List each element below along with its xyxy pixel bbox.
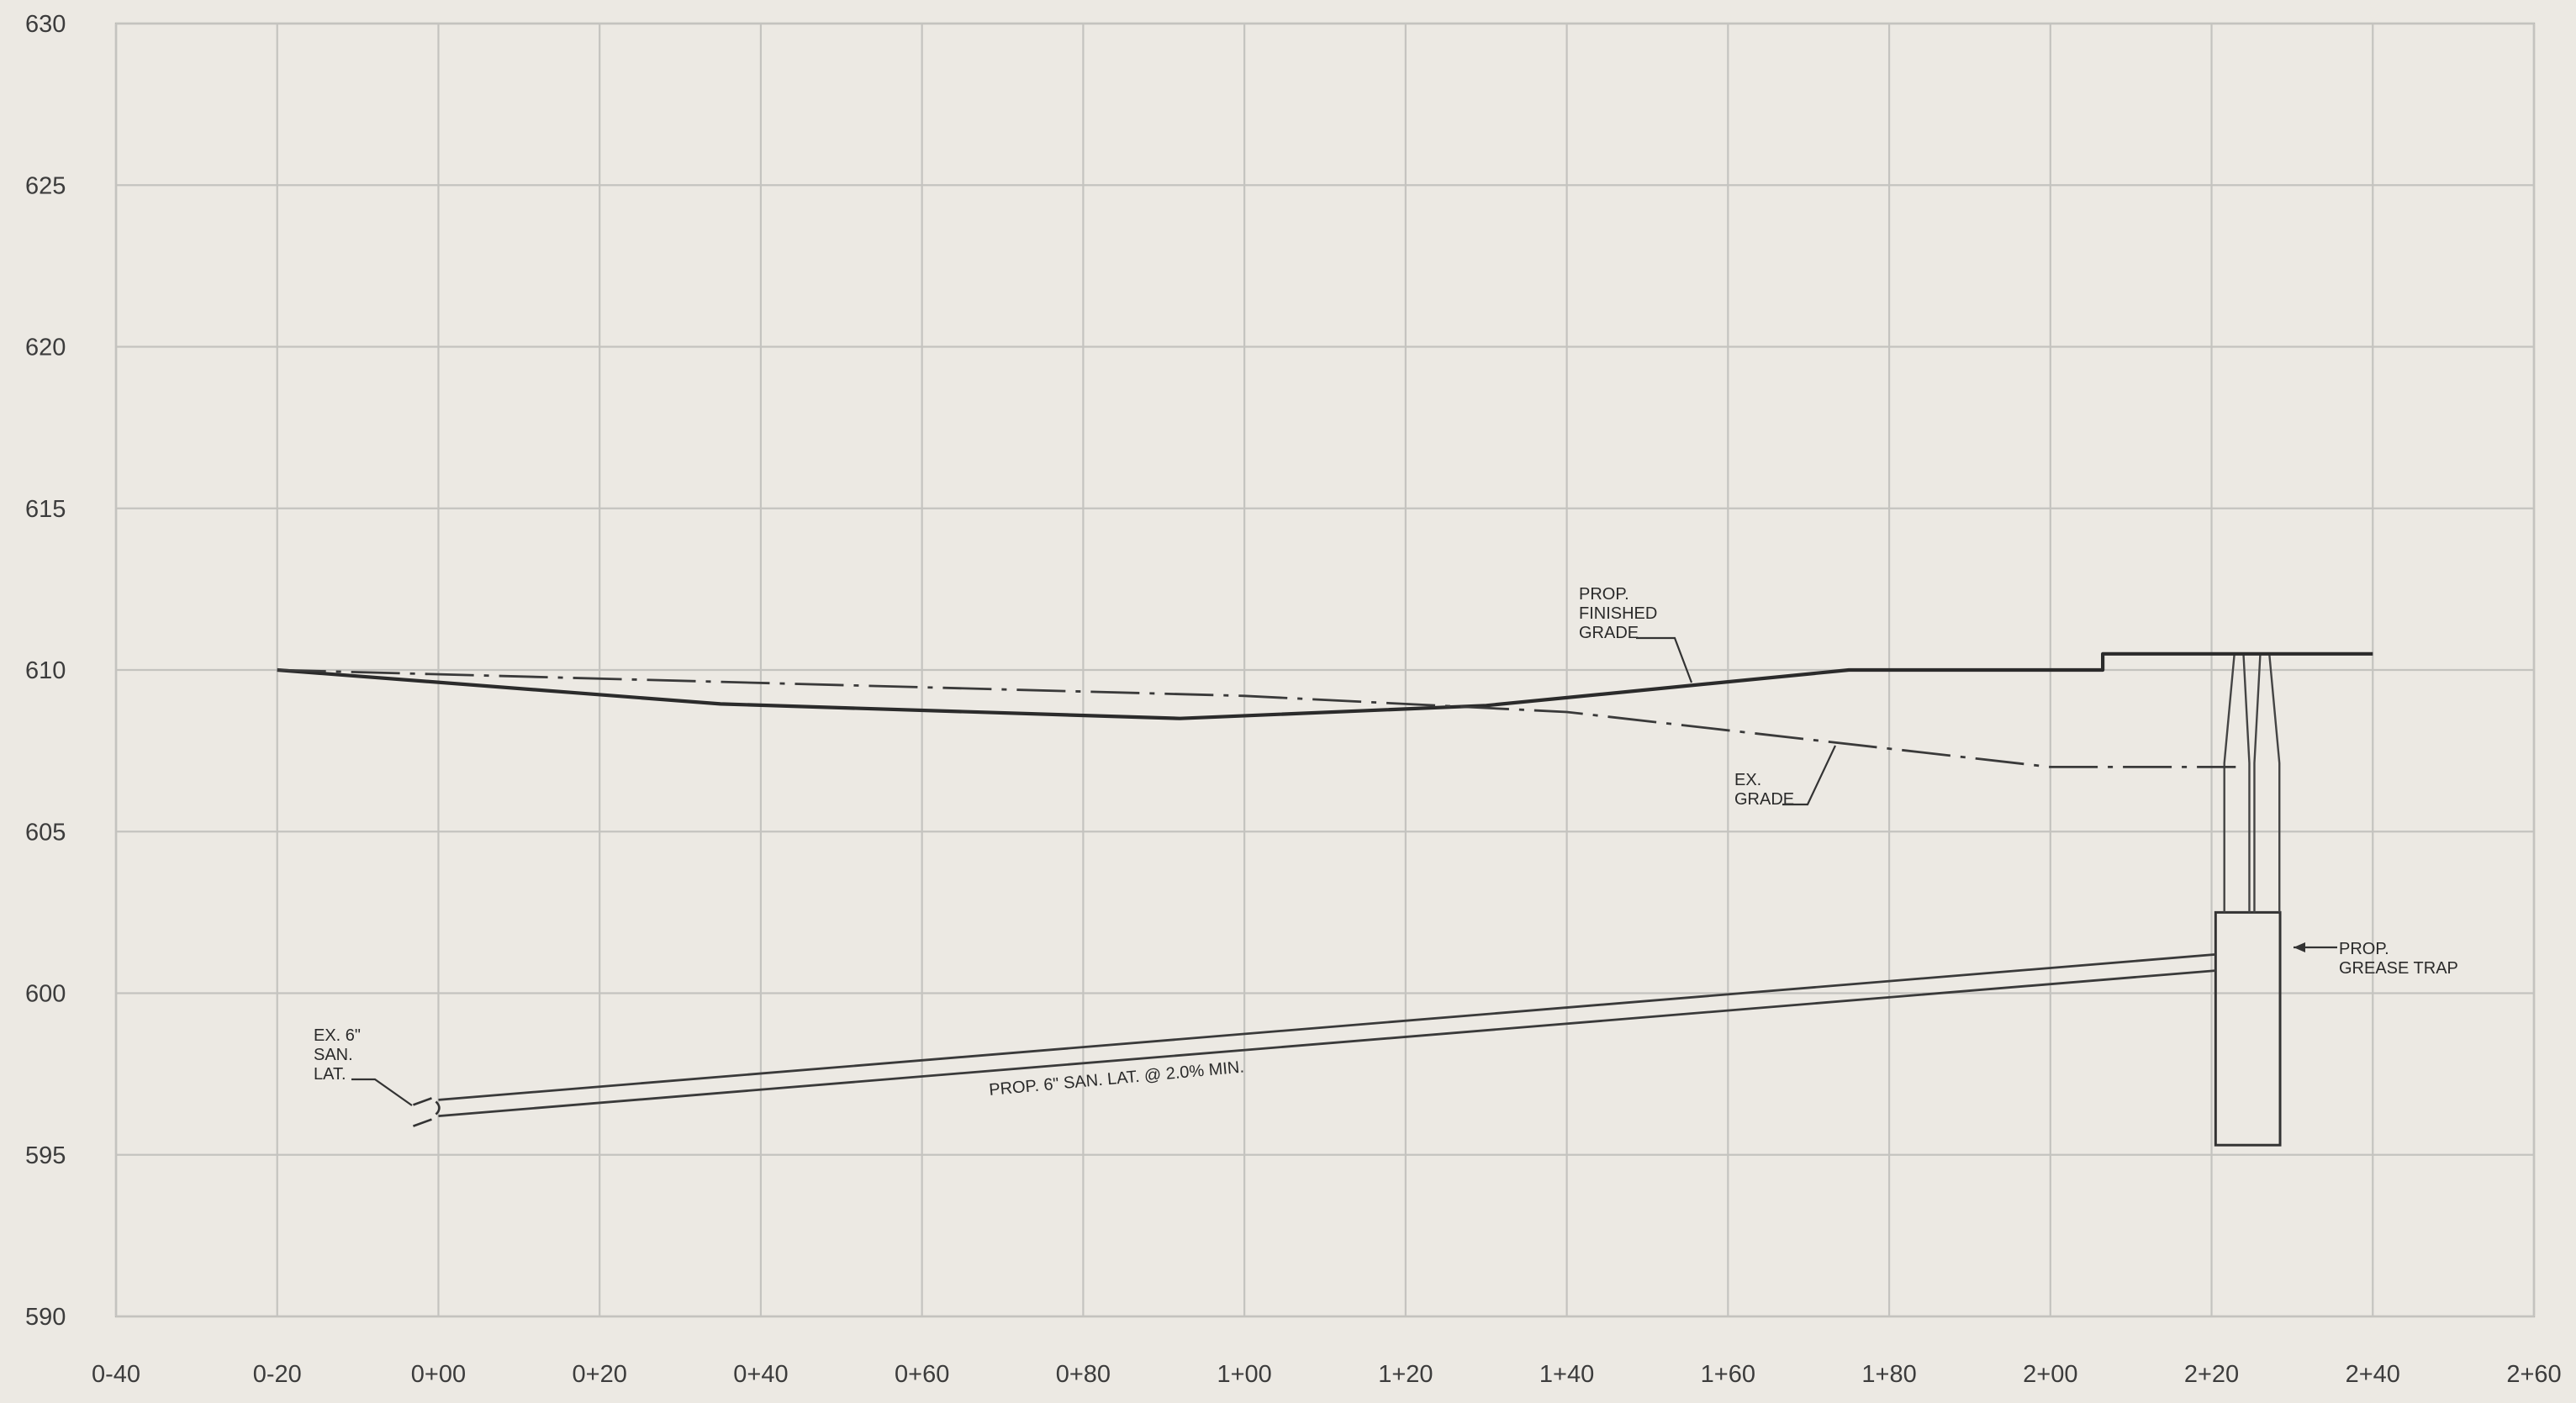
structures xyxy=(2214,653,2282,1147)
grease-trap-riser xyxy=(2223,653,2281,913)
grease-trap-label-line: GREASE TRAP xyxy=(2339,959,2458,978)
grease-trap-label-line: PROP. xyxy=(2339,940,2389,958)
x-tick-label: 0+20 xyxy=(573,1361,627,1388)
y-tick-label: 620 xyxy=(25,335,66,361)
x-tick-label: 1+80 xyxy=(1861,1361,1916,1388)
x-tick-label: 0+80 xyxy=(1056,1361,1111,1388)
y-tick-label: 610 xyxy=(25,657,66,684)
x-tick-label: 2+60 xyxy=(2506,1361,2561,1388)
x-tick-label: 0-20 xyxy=(253,1361,302,1388)
existing-lateral-label-line: LAT. xyxy=(314,1065,346,1084)
existing-grade-label: EX.GRADE xyxy=(1734,771,1794,809)
x-tick-label: 2+40 xyxy=(2346,1361,2400,1388)
existing-lateral-leader xyxy=(351,1078,413,1106)
existing-grade-leader xyxy=(1782,745,1836,806)
sanitary-lateral-bottom-line xyxy=(438,969,2216,1117)
existing-lateral-label: EX. 6"SAN.LAT. xyxy=(314,1026,361,1084)
y-tick-label: 595 xyxy=(25,1142,66,1169)
axis-tick-labels: 0-40 0-20 0+00 0+20 0+40 0+60 0+80 1+00 1+20 1+40… xyxy=(25,11,2562,1388)
existing-grade-line xyxy=(277,668,2236,768)
finished-grade-label-line: PROP. xyxy=(1579,585,1629,604)
grease-trap-leader-arrow xyxy=(2294,942,2305,952)
grease-trap-label: PROP.GREASE TRAP xyxy=(2339,940,2458,978)
existing-grade-label-line: EX. xyxy=(1734,771,1761,789)
existing-lateral-label-line: EX. 6" xyxy=(314,1026,361,1045)
x-tick-label: 1+00 xyxy=(1217,1361,1271,1388)
x-tick-label: 0-40 xyxy=(92,1361,140,1388)
finished-grade-label-line: GRADE xyxy=(1579,624,1639,642)
x-tick-label: 1+20 xyxy=(1378,1361,1433,1388)
existing-lateral-break-symbol xyxy=(413,1097,441,1127)
y-tick-label: 615 xyxy=(25,496,66,523)
x-tick-label: 2+00 xyxy=(2023,1361,2077,1388)
y-tick-label: 600 xyxy=(25,981,66,1008)
finished-grade-label-line: FINISHED xyxy=(1579,604,1657,623)
existing-lateral-label-line: SAN. xyxy=(314,1046,353,1064)
x-tick-label: 0+60 xyxy=(895,1361,949,1388)
grease-trap-body xyxy=(2214,910,2282,1147)
x-tick-label: 0+40 xyxy=(733,1361,788,1388)
finished-grade-leader xyxy=(1636,636,1693,683)
x-tick-label: 2+20 xyxy=(2184,1361,2239,1388)
y-tick-label: 625 xyxy=(25,172,66,199)
x-tick-label: 0+00 xyxy=(411,1361,466,1388)
profile-lines xyxy=(277,651,2373,1127)
y-tick-label: 630 xyxy=(25,11,66,38)
x-tick-label: 1+60 xyxy=(1701,1361,1755,1388)
sanitary-lateral-top-line xyxy=(438,953,2216,1101)
y-tick-label: 590 xyxy=(25,1304,66,1331)
x-tick-label: 1+40 xyxy=(1539,1361,1594,1388)
finished-grade-line xyxy=(277,651,2373,720)
existing-grade-label-line: GRADE xyxy=(1734,790,1794,809)
y-tick-label: 605 xyxy=(25,819,66,846)
